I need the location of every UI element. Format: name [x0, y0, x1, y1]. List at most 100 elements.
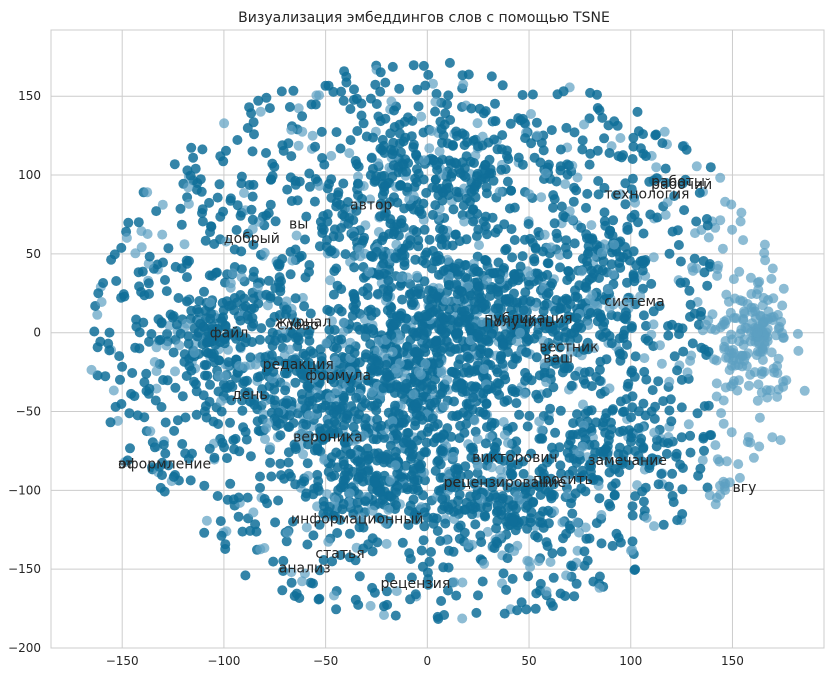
data-point: [548, 382, 559, 393]
data-point: [133, 217, 144, 228]
y-tick-label: 50: [26, 247, 41, 261]
data-point: [721, 289, 732, 300]
data-point: [405, 594, 416, 605]
data-point: [502, 553, 513, 564]
data-point: [500, 245, 511, 256]
data-point: [592, 145, 603, 156]
data-point: [530, 530, 541, 541]
data-point: [168, 347, 179, 358]
data-point: [562, 275, 573, 286]
data-point: [476, 475, 487, 486]
data-point: [715, 215, 726, 226]
data-point: [638, 310, 649, 321]
data-point: [431, 88, 442, 99]
data-point: [286, 196, 297, 206]
data-point: [455, 480, 466, 491]
data-point: [471, 171, 482, 182]
data-point: [157, 199, 168, 210]
data-point: [278, 566, 289, 576]
data-point: [509, 274, 520, 285]
data-point: [665, 394, 676, 405]
data-point: [567, 508, 578, 519]
data-point: [125, 443, 135, 454]
data-point: [392, 481, 403, 492]
data-point: [367, 387, 378, 397]
data-point: [106, 254, 117, 265]
data-point: [189, 347, 200, 358]
data-point: [302, 539, 313, 550]
data-point: [516, 597, 527, 608]
data-point: [555, 262, 565, 273]
data-point: [503, 437, 513, 448]
data-point: [431, 335, 442, 346]
data-point: [511, 436, 522, 447]
data-point: [490, 227, 501, 238]
data-point: [312, 392, 323, 403]
data-point: [486, 328, 497, 339]
data-point: [508, 309, 518, 320]
data-point: [368, 252, 378, 262]
data-point: [559, 332, 570, 343]
data-point: [378, 182, 389, 193]
data-point: [554, 442, 565, 453]
data-point: [672, 515, 683, 526]
data-point: [295, 327, 306, 338]
data-point: [108, 385, 119, 396]
data-point: [495, 464, 506, 475]
data-point: [374, 487, 385, 498]
data-point: [299, 476, 310, 487]
data-point: [270, 517, 281, 528]
data-point: [378, 383, 389, 393]
data-point: [326, 150, 337, 161]
data-point: [309, 196, 320, 207]
data-point: [363, 306, 374, 317]
data-point: [492, 500, 503, 511]
data-point: [469, 478, 479, 489]
data-point: [521, 604, 532, 615]
data-point: [158, 257, 168, 268]
data-point: [638, 228, 649, 239]
data-point: [472, 118, 483, 129]
data-point: [116, 242, 127, 253]
data-point: [561, 122, 572, 133]
data-point: [526, 138, 537, 149]
data-point: [738, 235, 749, 246]
data-point: [585, 308, 596, 318]
data-point: [375, 86, 386, 97]
data-point: [411, 150, 422, 161]
data-point: [697, 455, 708, 466]
data-point: [415, 369, 426, 380]
data-point: [698, 433, 709, 444]
data-point: [498, 417, 509, 427]
data-point: [626, 184, 637, 195]
data-point: [667, 319, 677, 330]
data-point: [422, 512, 433, 523]
data-point: [628, 132, 639, 143]
data-point: [441, 327, 452, 338]
data-point: [291, 588, 302, 599]
data-point: [282, 527, 293, 538]
data-point: [689, 253, 700, 264]
data-point: [182, 296, 192, 307]
data-point: [181, 371, 192, 381]
data-point: [338, 499, 349, 509]
data-point: [515, 316, 526, 327]
data-point: [432, 526, 443, 536]
data-point: [144, 289, 154, 299]
data-point: [210, 268, 221, 278]
data-point: [559, 354, 570, 364]
data-point: [397, 294, 408, 305]
data-point: [414, 461, 425, 472]
data-point: [415, 381, 426, 392]
data-point: [199, 527, 210, 538]
data-point: [766, 273, 777, 284]
data-point: [465, 290, 476, 301]
data-point: [515, 261, 526, 272]
data-point: [745, 272, 756, 283]
data-point: [543, 518, 554, 529]
data-point: [472, 468, 483, 478]
data-point: [392, 197, 403, 208]
data-point: [437, 494, 448, 505]
data-point: [486, 71, 497, 82]
data-point: [169, 425, 180, 436]
